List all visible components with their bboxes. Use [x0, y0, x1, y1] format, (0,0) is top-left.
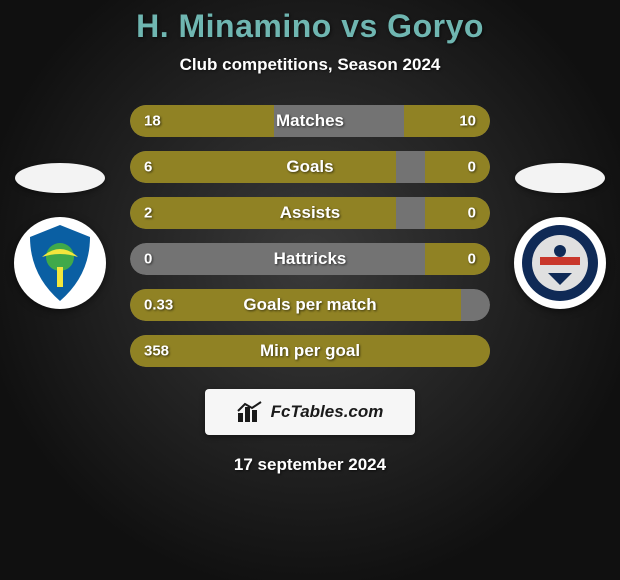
bar-value-left: 0.33 — [144, 297, 173, 314]
bar-value-left: 6 — [144, 159, 152, 176]
bar-fill-right — [404, 105, 490, 137]
bar-label: Min per goal — [260, 341, 360, 361]
left-team-crest — [14, 217, 106, 309]
bar-label: Hattricks — [274, 249, 347, 269]
chart-icon — [237, 401, 263, 423]
bar-value-right: 0 — [468, 159, 476, 176]
stat-row-goals-per-match: 0.33 Goals per match — [130, 289, 490, 321]
right-ellipse — [515, 163, 605, 193]
fctables-text: FcTables.com — [271, 402, 384, 422]
bar-label: Goals — [286, 157, 333, 177]
subtitle: Club competitions, Season 2024 — [180, 55, 441, 75]
fctables-badge[interactable]: FcTables.com — [205, 389, 415, 435]
main-row: 18 10 Matches 6 0 Goals 2 0 Assists 0 0 Hattricks 0.… — [0, 105, 620, 367]
stat-row-hattricks: 0 0 Hattricks — [130, 243, 490, 275]
bar-value-left: 2 — [144, 205, 152, 222]
bar-fill-left — [130, 197, 396, 229]
page-title: H. Minamino vs Goryo — [136, 8, 484, 45]
bar-fill-right — [425, 197, 490, 229]
stat-row-assists: 2 0 Assists — [130, 197, 490, 229]
bar-value-left: 18 — [144, 113, 161, 130]
bars-column: 18 10 Matches 6 0 Goals 2 0 Assists 0 0 Hattricks 0.… — [130, 105, 490, 367]
bar-label: Goals per match — [243, 295, 376, 315]
bar-value-right: 10 — [459, 113, 476, 130]
bar-fill-left — [130, 151, 396, 183]
right-team-crest — [514, 217, 606, 309]
date-text: 17 september 2024 — [234, 455, 386, 475]
content: H. Minamino vs Goryo Club competitions, … — [0, 0, 620, 580]
bar-fill-right — [425, 243, 490, 275]
stat-row-matches: 18 10 Matches — [130, 105, 490, 137]
bar-label: Matches — [276, 111, 344, 131]
bar-value-right: 0 — [468, 251, 476, 268]
stat-row-goals: 6 0 Goals — [130, 151, 490, 183]
bar-fill-right — [425, 151, 490, 183]
bar-label: Assists — [280, 203, 340, 223]
bar-value-right: 0 — [468, 205, 476, 222]
stat-row-min-per-goal: 358 Min per goal — [130, 335, 490, 367]
bar-value-left: 358 — [144, 343, 169, 360]
right-crest-icon — [514, 217, 606, 309]
left-crest-icon — [14, 217, 106, 309]
left-side-col — [10, 163, 110, 309]
left-ellipse — [15, 163, 105, 193]
bar-value-left: 0 — [144, 251, 152, 268]
right-side-col — [510, 163, 610, 309]
